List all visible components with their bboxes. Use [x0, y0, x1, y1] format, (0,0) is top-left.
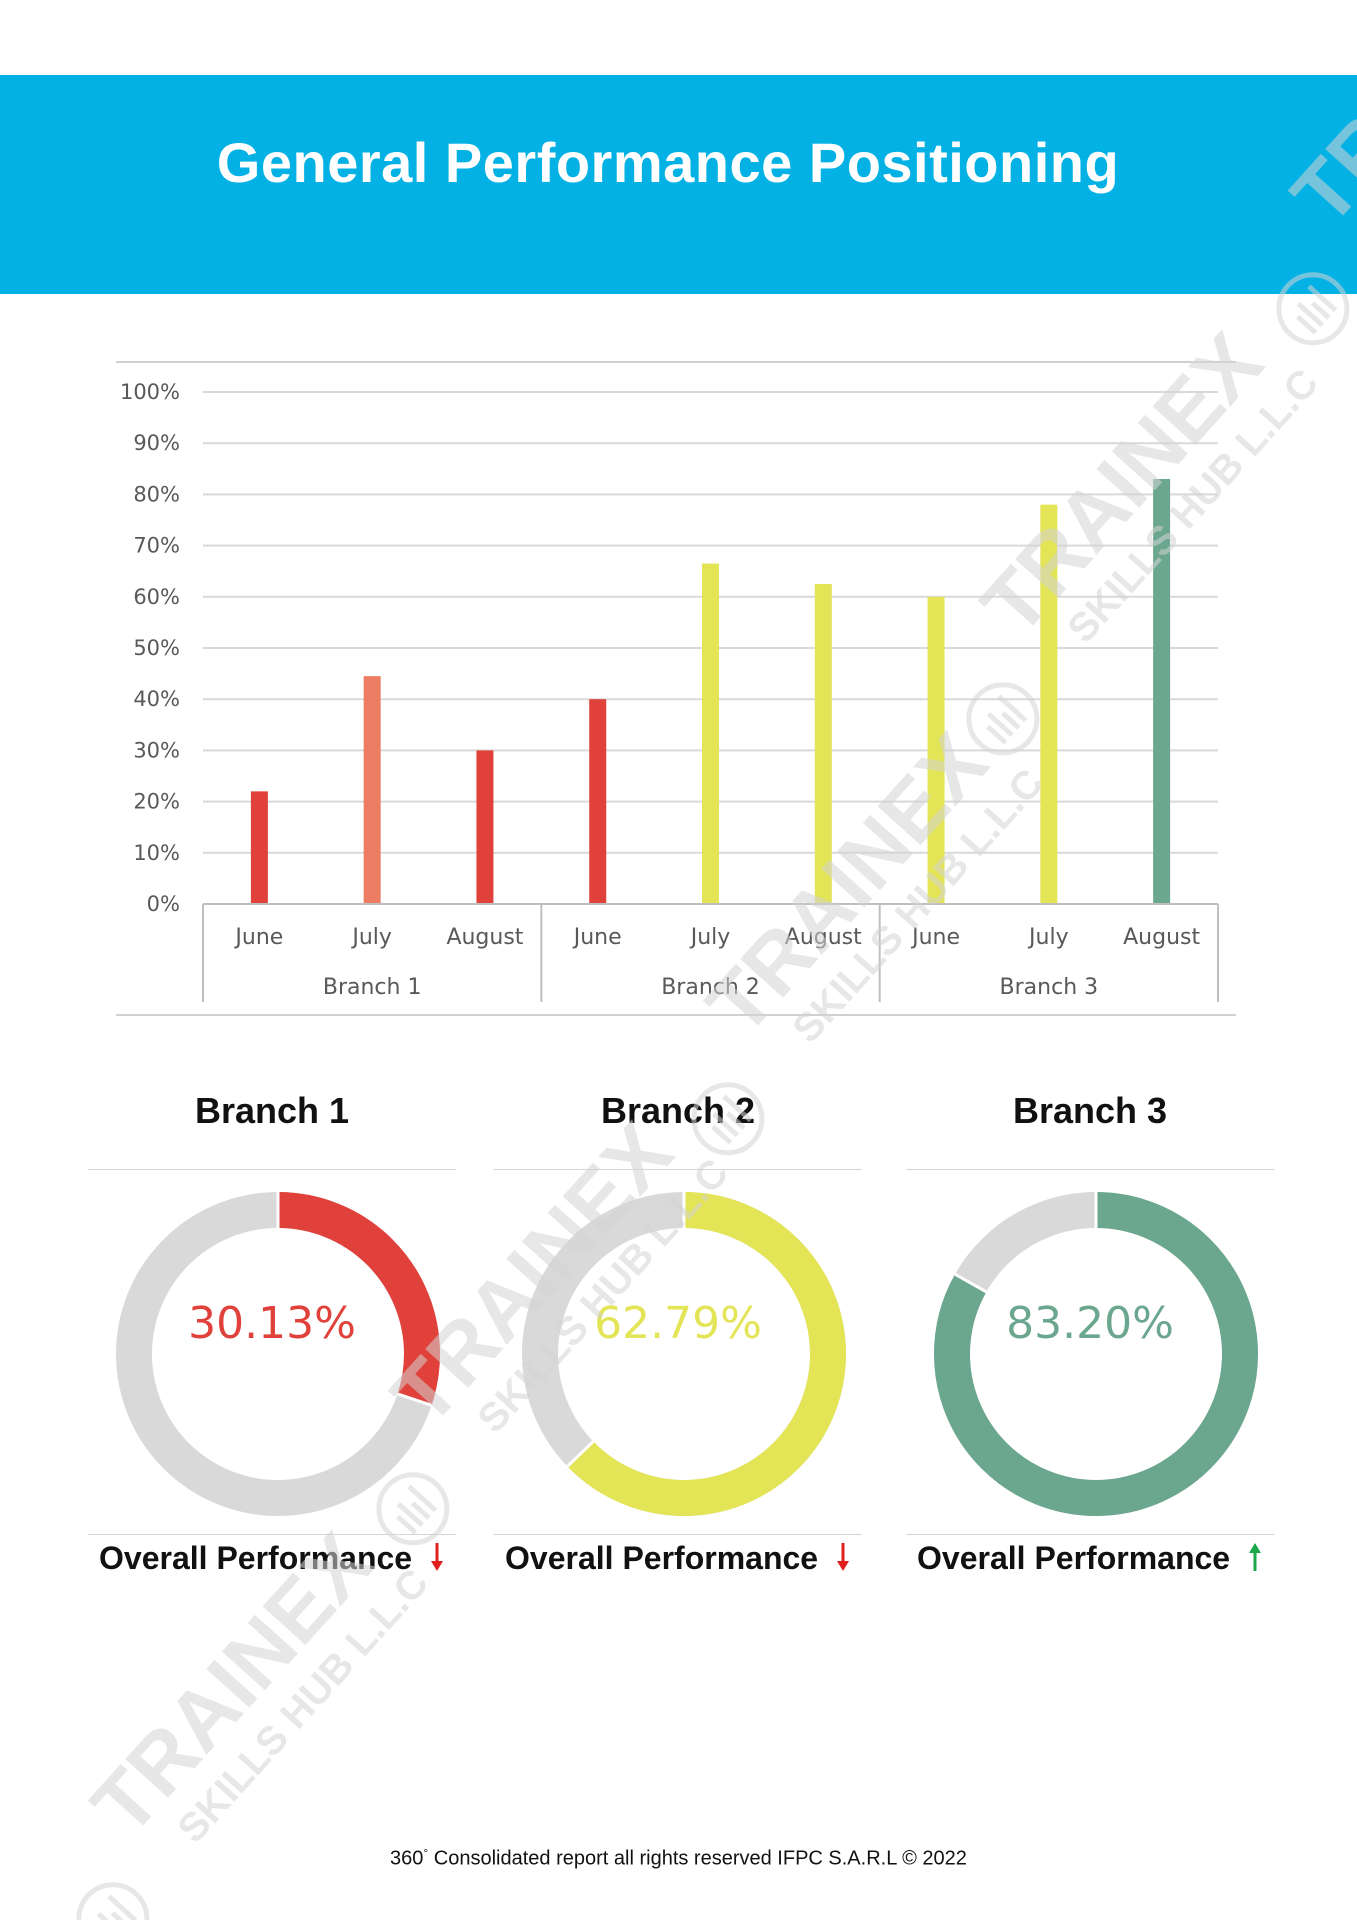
bar	[363, 676, 381, 904]
divider	[88, 1169, 456, 1170]
divider	[906, 1534, 1274, 1535]
branch-2-title: Branch 2	[600, 1090, 756, 1131]
branch-3-panel: Branch 3 83.20% Overall Performance	[906, 1090, 1274, 1590]
x-tick-label: August	[785, 925, 862, 950]
overall-performance-label: Overall Performance	[505, 1540, 819, 1576]
page-title: General Performance Positioning	[216, 131, 1120, 194]
footer-number: 360	[390, 1847, 424, 1870]
y-tick-label: 60%	[133, 585, 180, 609]
bar	[589, 699, 607, 904]
y-tick-label: 40%	[133, 687, 180, 711]
y-tick-label: 50%	[133, 636, 180, 660]
bar	[927, 596, 945, 904]
y-tick-label: 100%	[120, 380, 180, 404]
divider	[906, 1169, 1274, 1170]
bar	[1153, 479, 1171, 904]
donut-separator	[954, 1272, 988, 1294]
bar	[476, 750, 494, 904]
y-tick-label: 10%	[133, 841, 180, 865]
branch-1-donut-chart	[116, 1192, 440, 1516]
donut-separator	[566, 1440, 595, 1468]
donut-separator	[397, 1392, 433, 1407]
y-tick-label: 30%	[133, 738, 180, 762]
watermark-subtext: SKILLS HUB L.L.C	[169, 1561, 437, 1851]
copyright-footer: 360° Consolidated report all rights rese…	[0, 1846, 1357, 1871]
overall-performance-label: Overall Performance	[99, 1540, 413, 1576]
branch-3-footer: Overall Performance	[906, 1540, 1274, 1581]
group-label: Branch 2	[661, 975, 760, 1000]
trainex-logo-icon	[76, 1882, 150, 1920]
x-tick-label: July	[1027, 925, 1069, 950]
divider	[494, 1534, 862, 1535]
branch-1-footer: Overall Performance	[88, 1540, 456, 1581]
arrow-up-icon	[1247, 1541, 1263, 1581]
x-tick-label: July	[350, 925, 392, 950]
divider	[494, 1169, 862, 1170]
overall-performance-label: Overall Performance	[917, 1540, 1231, 1576]
group-label: Branch 1	[323, 975, 422, 1000]
y-tick-label: 90%	[133, 431, 180, 455]
divider	[88, 1534, 456, 1535]
degree-symbol: °	[423, 1846, 429, 1860]
y-tick-label: 0%	[147, 892, 180, 916]
arrow-down-icon	[429, 1541, 445, 1581]
x-tick-label: June	[233, 925, 283, 950]
x-tick-label: June	[572, 925, 622, 950]
branch-1-panel: Branch 1 30.13% Overall Performance	[88, 1090, 456, 1590]
branch-3-value: 83.20%	[1006, 1298, 1174, 1349]
branch-1-title: Branch 1	[194, 1090, 350, 1131]
bar	[1040, 504, 1058, 904]
bar	[814, 584, 832, 904]
x-tick-label: June	[910, 925, 960, 950]
group-label: Branch 3	[1000, 975, 1099, 1000]
x-tick-label: July	[689, 925, 731, 950]
footer-text: Consolidated report all rights reserved …	[428, 1847, 967, 1870]
bar	[702, 563, 719, 904]
header-banner	[0, 75, 1357, 294]
branch-2-footer: Overall Performance	[494, 1540, 862, 1581]
arrow-down-icon	[835, 1541, 851, 1581]
branch-3-title: Branch 3	[1012, 1090, 1168, 1131]
y-tick-label: 20%	[133, 790, 180, 814]
x-tick-label: August	[446, 925, 523, 950]
x-tick-label: August	[1123, 925, 1200, 950]
branch-2-panel: Branch 2 62.79% Overall Performance	[494, 1090, 862, 1590]
y-tick-label: 80%	[133, 482, 180, 506]
bar	[250, 791, 268, 904]
branch-2-value: 62.79%	[594, 1298, 762, 1349]
monthly-performance-bar-chart: 0% 10% 20% 30% 40% 50% 60% 70% 80% 90% 100% June Jul…	[116, 361, 1236, 1016]
branch-3-donut-chart	[934, 1192, 1258, 1516]
branch-2-donut-chart	[522, 1192, 846, 1516]
y-tick-label: 70%	[133, 534, 180, 558]
branch-1-value: 30.13%	[188, 1298, 356, 1349]
